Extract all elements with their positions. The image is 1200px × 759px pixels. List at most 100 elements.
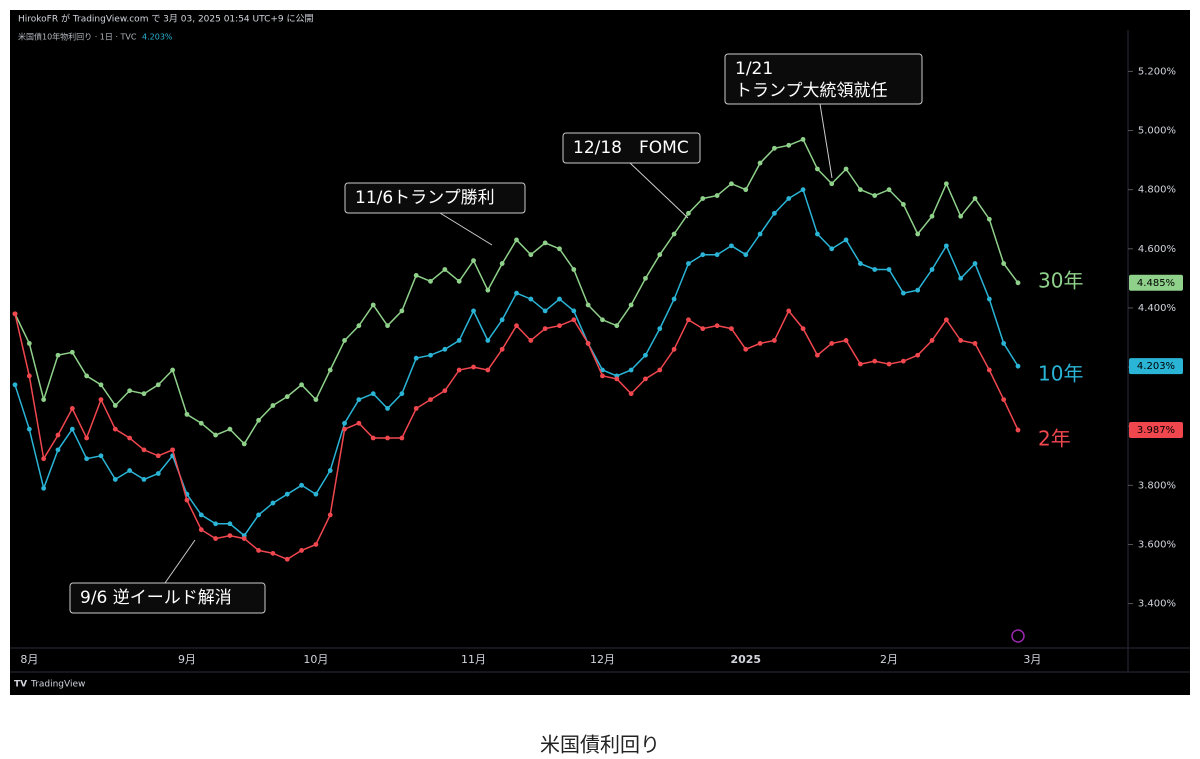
data-point (299, 547, 304, 553)
y-tick-label: 5.000% (1138, 126, 1176, 137)
data-point (84, 373, 90, 379)
data-point (843, 166, 849, 172)
data-point (127, 435, 133, 441)
chart-background (10, 10, 1190, 695)
data-point (413, 355, 419, 361)
data-point (972, 196, 978, 201)
data-point (198, 527, 204, 533)
data-point (929, 213, 935, 219)
data-point (815, 166, 820, 172)
x-tick-label: 10月 (303, 653, 328, 666)
symbol-text: 米国債10年物利回り · 1日 · TVC (18, 32, 137, 42)
event-icon (1011, 629, 1025, 643)
annotation-pointer (629, 162, 689, 219)
data-point (800, 326, 806, 332)
data-point (55, 447, 61, 453)
data-point (729, 243, 734, 249)
data-point (485, 338, 491, 343)
data-point (55, 432, 61, 438)
x-tick-label: 2月 (880, 653, 898, 666)
data-point (829, 246, 835, 252)
data-point (900, 202, 906, 207)
data-point (700, 326, 706, 332)
annotation-text: 1/21 (735, 59, 773, 79)
data-point (872, 267, 878, 272)
data-point (256, 417, 261, 423)
data-point (456, 367, 462, 373)
last-value-box (1129, 422, 1183, 439)
annotation-text: 12/18 FOMC (573, 138, 689, 158)
data-point (542, 308, 548, 314)
y-tick-label: 4.400% (1138, 303, 1176, 314)
data-point (542, 326, 548, 332)
data-point (571, 317, 577, 323)
data-point (227, 521, 233, 527)
data-point (342, 338, 347, 343)
data-point (843, 338, 849, 343)
data-point (399, 308, 405, 314)
data-point (327, 367, 333, 373)
data-point (98, 382, 104, 388)
data-point (141, 391, 147, 397)
data-point (256, 547, 261, 553)
data-point (986, 296, 992, 302)
data-point (356, 397, 362, 402)
data-point (800, 187, 806, 193)
data-point (184, 411, 190, 417)
data-point (743, 346, 749, 352)
data-point (514, 290, 519, 296)
x-tick-label: 3月 (1023, 653, 1041, 666)
x-tick-label: 12月 (590, 653, 615, 666)
data-point (585, 341, 591, 346)
data-point (213, 521, 219, 527)
data-point (857, 261, 863, 266)
data-point (829, 181, 835, 187)
y-tick-label: 3.600% (1138, 539, 1176, 550)
data-point (671, 296, 677, 302)
data-point (26, 373, 32, 379)
data-point (943, 181, 949, 187)
data-point (198, 420, 204, 426)
data-point (241, 536, 247, 541)
data-point (628, 302, 634, 308)
last-value-label: 4.203% (1137, 361, 1175, 372)
y-tick-label: 3.800% (1138, 480, 1176, 491)
data-point (600, 373, 605, 379)
data-point (643, 275, 648, 281)
last-value-box (1129, 358, 1183, 375)
data-point (686, 261, 691, 266)
data-point (614, 376, 620, 382)
data-point (686, 210, 691, 216)
data-point (256, 512, 261, 518)
data-point (857, 361, 863, 367)
data-point (729, 181, 734, 187)
data-point (184, 497, 190, 503)
data-point (528, 252, 534, 258)
data-point (829, 341, 835, 346)
data-point (370, 435, 376, 441)
data-point (800, 136, 806, 142)
data-point (456, 338, 462, 343)
data-point (227, 533, 233, 539)
data-point (442, 388, 448, 394)
data-point (628, 367, 634, 373)
data-point (643, 352, 648, 358)
annotation-box (724, 53, 923, 105)
y-tick-label: 5.200% (1138, 66, 1176, 77)
data-point (915, 352, 921, 358)
data-point (943, 243, 949, 249)
data-point (112, 477, 118, 482)
data-point (313, 542, 319, 547)
data-point (886, 187, 892, 193)
data-point (499, 317, 505, 323)
data-point (370, 391, 376, 397)
data-point (943, 317, 949, 323)
data-point (356, 420, 362, 426)
annotation-text: 11/6トランプ勝利 (355, 188, 495, 208)
data-point (700, 252, 706, 258)
data-point (1001, 397, 1007, 402)
data-point (370, 302, 376, 308)
data-point (413, 273, 419, 278)
